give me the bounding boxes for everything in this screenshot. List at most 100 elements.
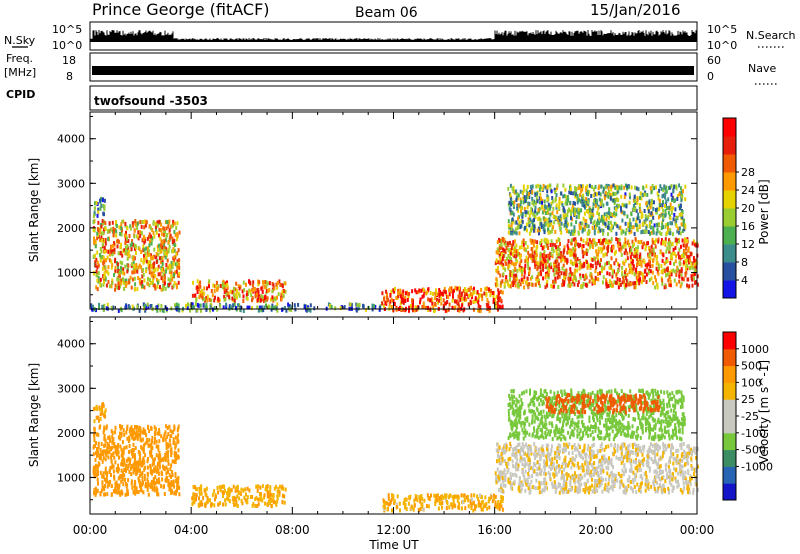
data-cell [610, 256, 613, 261]
data-cell [607, 242, 610, 247]
data-cell [113, 273, 116, 277]
data-cell [120, 462, 123, 467]
data-cell [614, 250, 617, 255]
noise-tick-top-right: 10^5 [707, 23, 737, 36]
data-cell [167, 454, 169, 459]
data-cell [268, 288, 271, 293]
data-cell [542, 267, 545, 272]
data-cell [257, 308, 260, 313]
data-cell [139, 281, 142, 286]
data-cell [573, 231, 576, 236]
data-cell [549, 243, 552, 247]
noise-tick-bottom-left: 10^0 [52, 39, 82, 52]
data-cell [231, 306, 234, 310]
data-cell [662, 200, 664, 205]
data-cell [124, 466, 127, 471]
data-cell [543, 252, 545, 257]
data-cell [531, 258, 534, 263]
data-cell [114, 257, 117, 262]
data-cell [566, 243, 569, 248]
data-cell [170, 261, 173, 266]
data-cell [631, 244, 634, 249]
data-cell [129, 275, 132, 280]
data-cell [593, 240, 596, 245]
data-cell [95, 463, 97, 468]
data-cell [174, 270, 177, 275]
data-cell [248, 279, 250, 284]
data-cell [522, 242, 525, 247]
data-cell [539, 257, 542, 262]
data-cell [606, 261, 609, 266]
data-cell [520, 209, 522, 214]
y-tick-label: 4000 [57, 133, 85, 146]
data-cell [156, 488, 159, 493]
data-cell [406, 298, 409, 302]
data-cell [204, 489, 207, 494]
data-cell [661, 213, 664, 218]
data-cell [126, 427, 129, 431]
data-cell [638, 203, 641, 207]
data-cell [574, 257, 577, 262]
data-cell [557, 252, 560, 257]
data-cell [209, 308, 212, 313]
data-cell [621, 270, 624, 275]
data-cell [566, 195, 569, 199]
data-cell [661, 194, 664, 199]
data-cell [596, 256, 599, 261]
data-cell [539, 269, 542, 274]
data-cell [276, 302, 279, 307]
data-cell [622, 260, 625, 265]
power-xticks [89, 112, 698, 309]
data-cell [632, 266, 635, 271]
data-cell [124, 264, 127, 269]
nave-tick-top: 60 [707, 54, 721, 67]
data-cell [643, 219, 646, 224]
data-cell [675, 241, 678, 246]
data-cell [609, 264, 612, 269]
data-cell [274, 297, 277, 302]
data-cell [675, 218, 678, 223]
data-cell [452, 295, 454, 300]
data-cell [169, 443, 172, 448]
data-cell [130, 472, 133, 477]
data-cell [581, 249, 584, 254]
data-cell [177, 427, 180, 431]
data-cell [205, 302, 208, 307]
data-cell [568, 229, 571, 234]
data-cell [176, 285, 178, 290]
data-cell [134, 219, 137, 224]
data-cell [99, 206, 102, 211]
data-cell [125, 482, 127, 486]
data-cell [152, 230, 155, 235]
data-cell [663, 185, 666, 190]
data-cell [148, 224, 151, 229]
data-cell [414, 288, 417, 293]
data-cell [129, 458, 132, 463]
data-cell [97, 279, 100, 284]
data-cell [151, 435, 154, 440]
data-cell [257, 484, 260, 489]
data-cell [574, 268, 577, 273]
data-cell [534, 265, 537, 269]
data-cell [103, 410, 106, 415]
data-cell [531, 184, 534, 189]
data-cell [101, 485, 104, 490]
data-cell [611, 271, 614, 276]
data-cell [171, 470, 174, 475]
data-cell [125, 463, 128, 468]
data-cell [162, 457, 165, 462]
data-cell [530, 247, 533, 251]
data-cell [103, 492, 106, 497]
data-cell [233, 498, 236, 502]
data-cell [142, 444, 145, 449]
data-cell [174, 454, 177, 459]
data-cell [585, 200, 587, 205]
data-cell [102, 471, 105, 476]
data-cell [216, 287, 219, 292]
data-cell [621, 265, 624, 270]
data-cell [210, 289, 213, 293]
data-cell [646, 263, 649, 268]
data-cell [132, 266, 135, 271]
data-cell [456, 286, 459, 291]
data-cell [499, 258, 502, 263]
